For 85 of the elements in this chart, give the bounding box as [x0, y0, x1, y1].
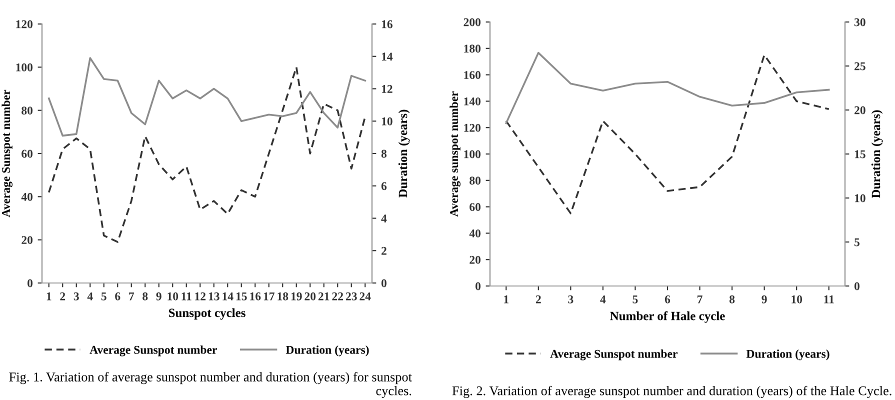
y2-tick-label: 5 — [854, 238, 860, 246]
y-tick-label: 80 — [470, 176, 481, 185]
line-series — [48, 57, 366, 137]
x-tick-label: 3 — [74, 292, 79, 300]
x-tick-label: 11 — [182, 292, 192, 300]
x-axis-title: Sunspot cycles — [168, 308, 246, 320]
y-tick-label: 60 — [470, 203, 481, 212]
y2-tick-label: 6 — [381, 182, 387, 190]
y-tick-label: 120 — [16, 20, 33, 28]
line-series — [48, 66, 366, 243]
x-tick-label: 17 — [264, 292, 274, 300]
x-tick-label: 2 — [60, 292, 66, 300]
x-tick-label: 20 — [304, 292, 316, 300]
x-tick-label: 16 — [250, 292, 261, 300]
y2-tick-label: 25 — [854, 62, 866, 70]
x-tick-label: 10 — [168, 292, 178, 300]
y-tick-label: 40 — [469, 229, 481, 238]
y2-tick-label: 8 — [381, 150, 387, 158]
x-tick-label: 4 — [600, 295, 606, 304]
x-tick-label: 9 — [762, 295, 767, 304]
x-tick-label: 19 — [291, 292, 302, 300]
x-axis-title: Number of Hale cycle — [610, 311, 725, 323]
y-axis-title: Average sunspot number — [450, 91, 460, 217]
x-tick-label: 6 — [664, 295, 670, 304]
line-series — [505, 52, 830, 124]
y2-axis-title: Duration (years) — [398, 110, 410, 198]
x-tick-label: 18 — [278, 292, 288, 300]
x-tick-label: 7 — [697, 295, 702, 304]
x-tick-label: 5 — [101, 292, 106, 300]
caption: Fig. 2. Variation of average sunspot number and duration (years) of the Hale Cycle. — [452, 386, 892, 398]
legend-label: Duration (years) — [286, 345, 369, 356]
y-tick-label: 20 — [470, 256, 481, 264]
caption: Fig. 1. Variation of average sunspot number and duration (years) for sunspot cycles. — [9, 372, 412, 398]
x-tick-label: 21 — [318, 292, 330, 300]
y-tick-label: 0 — [28, 279, 33, 288]
y2-tick-label: 0 — [854, 282, 860, 290]
y2-tick-label: 10 — [382, 117, 392, 126]
x-tick-label: 22 — [332, 292, 344, 300]
x-tick-label: 10 — [792, 295, 802, 304]
x-tick-label: 14 — [222, 292, 234, 300]
y2-tick-label: 4 — [381, 214, 387, 222]
y2-tick-label: 20 — [854, 106, 866, 114]
x-tick-label: 3 — [568, 295, 574, 304]
x-tick-label: 7 — [129, 292, 134, 300]
y2-tick-label: 14 — [382, 52, 393, 60]
y2-tick-label: 30 — [854, 18, 866, 26]
x-tick-label: 13 — [208, 292, 220, 300]
y2-tick-label: 16 — [382, 20, 392, 28]
y2-tick-label: 15 — [854, 150, 866, 158]
x-tick-label: 15 — [236, 292, 247, 300]
y-tick-label: 120 — [464, 124, 481, 132]
legend-label: Average Sunspot number — [90, 345, 217, 356]
x-tick-label: 8 — [142, 292, 148, 300]
y2-tick-label: 12 — [382, 85, 392, 93]
x-tick-label: 8 — [729, 295, 735, 304]
x-tick-label: 5 — [632, 295, 638, 304]
x-tick-label: 23 — [346, 292, 357, 300]
y2-tick-label: 0 — [381, 279, 386, 288]
y-tick-label: 0 — [476, 282, 481, 290]
x-tick-label: 12 — [195, 292, 206, 300]
x-tick-label: 1 — [504, 295, 508, 304]
y2-axis-title: Duration (years) — [871, 110, 883, 198]
y-tick-label: 40 — [21, 192, 33, 201]
x-tick-label: 2 — [536, 295, 541, 304]
y-tick-label: 60 — [22, 150, 33, 158]
x-tick-label: 24 — [360, 292, 371, 300]
y-axis-title: Average Sunspot number — [2, 90, 12, 218]
y2-tick-label: 10 — [854, 194, 866, 202]
y-tick-label: 140 — [464, 97, 481, 106]
x-tick-label: 1 — [46, 292, 52, 300]
line-series — [505, 54, 830, 214]
y-tick-label: 20 — [22, 236, 33, 244]
y2-tick-label: 2 — [382, 246, 386, 255]
x-tick-label: 4 — [87, 292, 93, 300]
y-tick-label: 180 — [464, 44, 481, 53]
legend-label: Duration (years) — [746, 349, 830, 360]
y-tick-label: 80 — [22, 106, 33, 115]
y-tick-label: 100 — [16, 63, 33, 72]
legend-label: Average Sunspot number — [550, 349, 678, 360]
y-tick-label: 160 — [464, 71, 481, 80]
x-tick-label: 6 — [115, 292, 120, 300]
y-tick-label: 100 — [464, 150, 481, 158]
x-tick-label: 9 — [156, 292, 162, 300]
y-tick-label: 200 — [464, 18, 481, 26]
x-tick-label: 11 — [824, 295, 834, 304]
